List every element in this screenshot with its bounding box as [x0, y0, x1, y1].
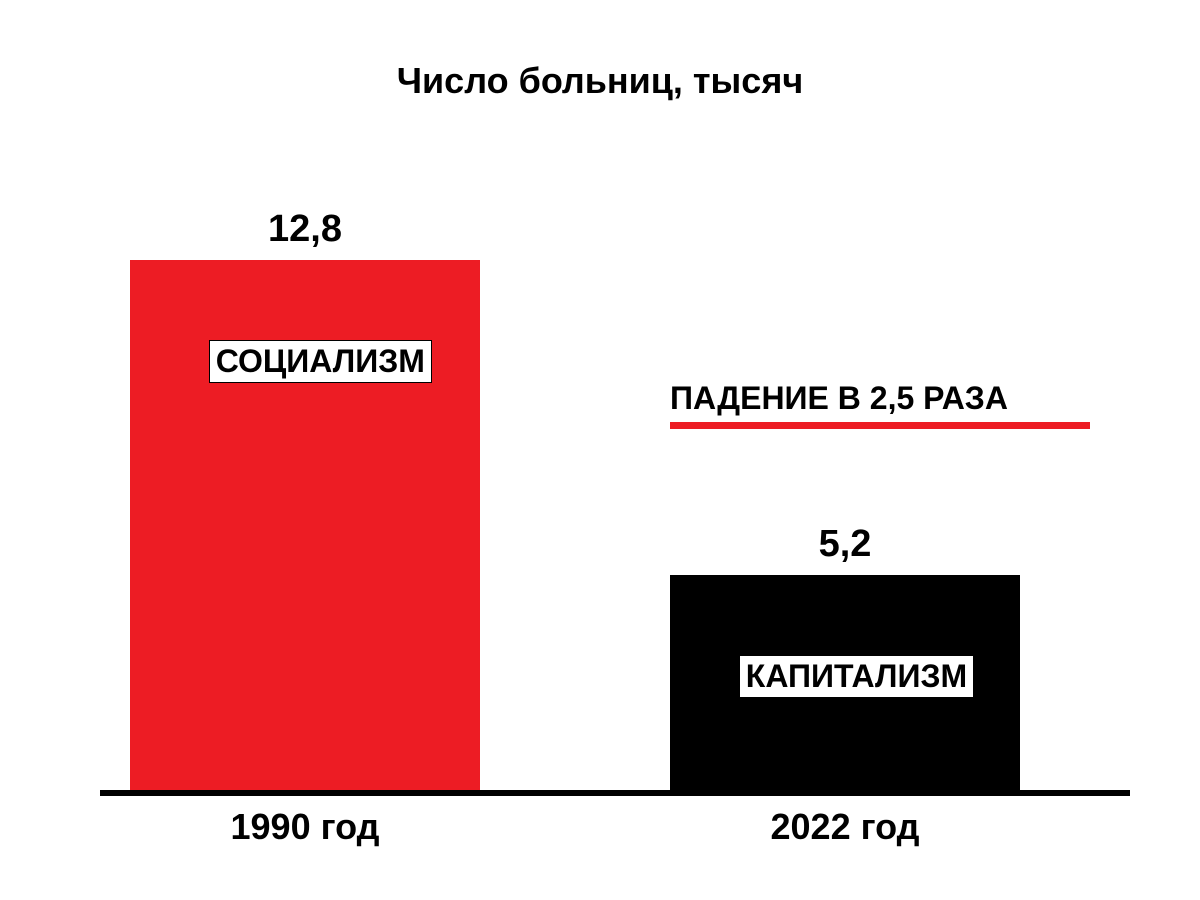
chart-title: Число больниц, тысяч [0, 60, 1200, 102]
bar-value-0: 12,8 [130, 208, 480, 251]
bar-inner-label-1: КАПИТАЛИЗМ [739, 655, 974, 698]
callout-text: ПАДЕНИЕ В 2,5 РАЗА [670, 380, 1008, 417]
bar-inner-label-0: СОЦИАЛИЗМ [209, 340, 432, 383]
x-label-0: 1990 год [130, 806, 480, 848]
bar-value-1: 5,2 [670, 523, 1020, 566]
chart-stage: Число больниц, тысяч 12,8 СОЦИАЛИЗМ 1990 г… [0, 0, 1200, 900]
x-axis-line [100, 790, 1130, 796]
callout-underline [670, 422, 1090, 429]
x-label-1: 2022 год [670, 806, 1020, 848]
